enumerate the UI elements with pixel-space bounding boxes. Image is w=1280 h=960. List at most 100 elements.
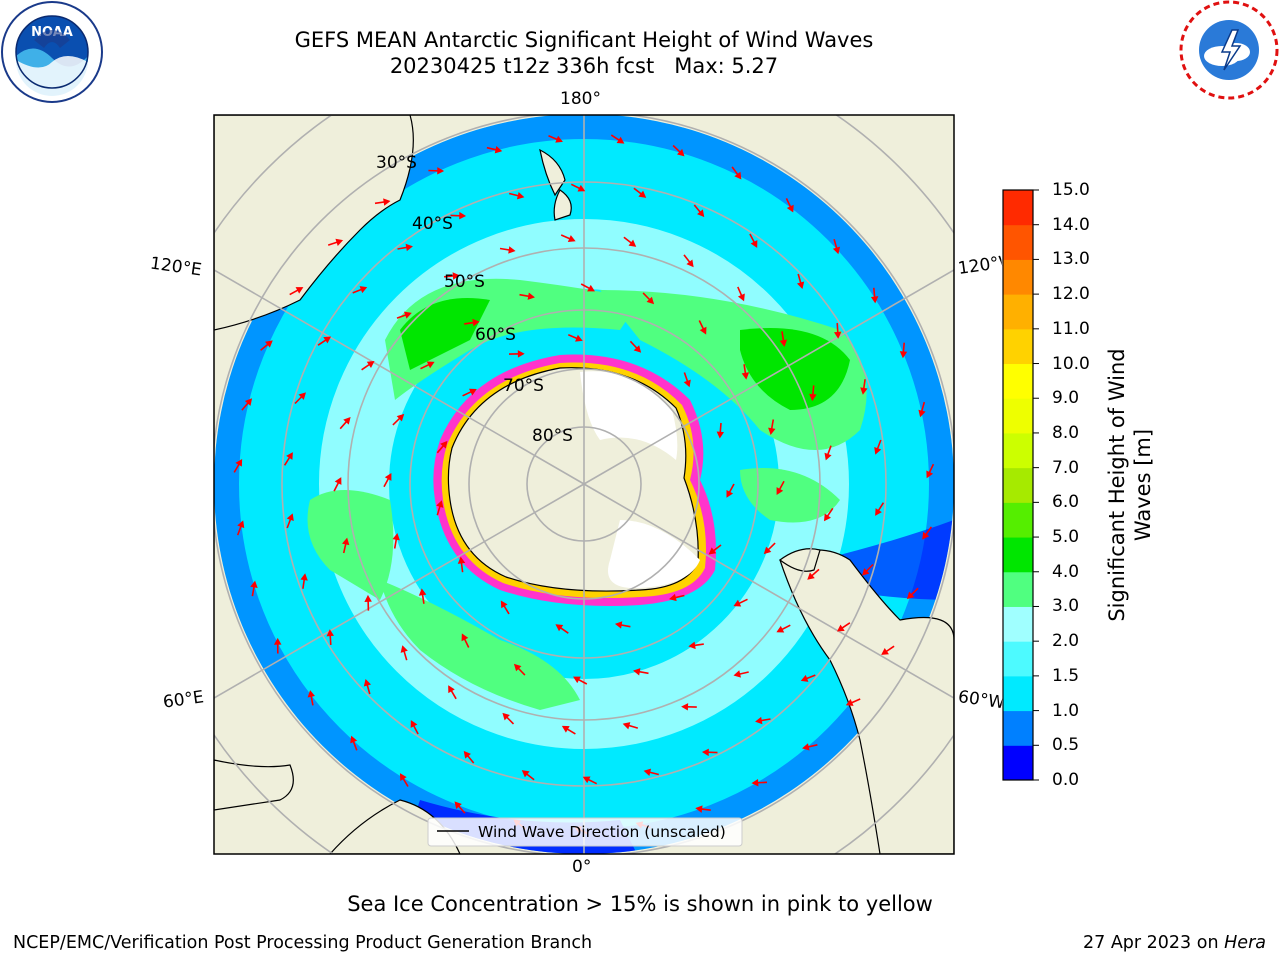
wave-arrow-head xyxy=(300,573,308,581)
wave-arrow-head xyxy=(695,805,703,813)
colorbar-segment xyxy=(1003,571,1033,607)
wave-arrow-head xyxy=(796,281,805,289)
wave-arrow-head xyxy=(392,533,400,541)
wave-arrow-head xyxy=(298,392,306,400)
colorbar-tick-label: 0.0 xyxy=(1052,770,1080,790)
footer-credit: NCEP/EMC/Verification Post Processing Pr… xyxy=(13,933,593,953)
colorbar-segment xyxy=(1003,745,1033,781)
wave-arrow-head xyxy=(575,334,583,342)
wave-arrow-head xyxy=(527,292,535,300)
wave-arrow-head xyxy=(734,171,742,180)
wave-arrow-head xyxy=(751,779,759,787)
wave-arrow-head xyxy=(699,326,707,335)
wave-arrow-head xyxy=(396,413,405,422)
wave-arrow-head xyxy=(860,387,868,395)
wave-arrow-head xyxy=(733,599,742,607)
wave-arrow-head xyxy=(561,725,570,733)
wave-arrow-head xyxy=(926,470,934,479)
wave-arrow-head xyxy=(555,135,563,143)
wave-arrow-head xyxy=(836,624,845,632)
wave-arrow-head xyxy=(622,722,631,730)
colorbar-tick-label: 2.0 xyxy=(1052,631,1080,652)
colorbar-segment xyxy=(1003,294,1033,330)
wave-arrow-head xyxy=(555,624,564,632)
wave-arrow-head xyxy=(776,487,784,495)
wave-arrow-head xyxy=(405,243,413,252)
colorbar-segment xyxy=(1003,224,1033,260)
wave-arrow-head xyxy=(307,690,315,698)
wave-arrow-head xyxy=(802,743,810,751)
graticule xyxy=(214,115,954,854)
wave-patch-w xyxy=(307,490,394,600)
lon-label-bottom: 0° xyxy=(572,857,592,877)
wave-arrow-head xyxy=(697,209,705,218)
lat-label-50: 50°S xyxy=(444,272,485,292)
wave-arrow-head xyxy=(454,801,462,809)
wave-arrow-head xyxy=(726,489,734,498)
wave-arrow-head xyxy=(824,452,832,461)
wave-arrow-head xyxy=(521,770,530,778)
wave-arrow-head xyxy=(862,568,870,576)
wave-arrow-head xyxy=(459,211,467,220)
wave-arrow-head xyxy=(359,286,368,294)
wave-arrow-head xyxy=(516,191,525,200)
wave-patch-sw xyxy=(380,580,580,710)
wave-arrow-head xyxy=(235,458,243,467)
wave-arrow-head xyxy=(383,198,391,206)
australia-land xyxy=(214,115,414,331)
wave-arrow-head xyxy=(463,750,471,759)
wave-arrow-head xyxy=(638,190,647,198)
wave-arrow-head xyxy=(366,360,375,368)
antarctic-ice-shelf xyxy=(580,371,678,460)
wave-arrow-head xyxy=(875,508,882,516)
wave-arrow-head xyxy=(741,372,750,380)
colorbar-tick-label: 0.5 xyxy=(1052,735,1080,756)
wave-arrow-head xyxy=(410,720,418,728)
chart-title: GEFS MEAN Antarctic Significant Height o… xyxy=(294,28,874,52)
lon-label-top: 180° xyxy=(560,89,601,109)
wave-arrow-head xyxy=(418,588,427,596)
wave-arrow-head xyxy=(701,748,709,757)
footer-date-text: 27 Apr 2023 on xyxy=(1082,933,1219,953)
chart-subtitle: 20230425 t12z 336h fcst Max: 5.27 xyxy=(389,54,779,78)
wave-arrow-head xyxy=(457,556,466,564)
wave-arrow-head xyxy=(733,670,741,678)
wave-arrow-head xyxy=(363,679,372,687)
wave-arrow-head xyxy=(350,735,358,744)
colorbar-segment xyxy=(1003,363,1033,399)
colorbar-tick-label: 1.0 xyxy=(1052,700,1080,721)
colorbar-segment xyxy=(1003,398,1033,434)
wave-arrow-head xyxy=(265,340,273,348)
wave-arrow-head xyxy=(244,398,253,406)
wave-arrow-head xyxy=(750,240,758,248)
wave-patch-ne-core xyxy=(740,328,850,410)
footer-date: 27 Apr 2023 on Hera xyxy=(1083,932,1266,954)
wave-arrow-head xyxy=(502,712,510,721)
wave-arrow-head xyxy=(809,393,817,402)
wave-arrow-head xyxy=(845,699,854,706)
colorbar-segment xyxy=(1003,328,1033,365)
colorbar-segment xyxy=(1003,675,1033,712)
wave-arrow-head xyxy=(899,351,908,359)
wave-arrow-head xyxy=(577,184,586,192)
wave-arrow-head xyxy=(517,350,525,358)
wave-arrow-head xyxy=(683,379,691,388)
wave-arrow-head xyxy=(776,625,785,633)
colorbar xyxy=(1002,189,1039,781)
wave-arrow-head xyxy=(426,361,435,369)
colorbar-tick-label: 6.0 xyxy=(1052,492,1080,513)
wave-arrow-head xyxy=(616,136,625,144)
wave-arrow-head xyxy=(614,621,623,629)
colorbar-label: Significant Height of Wind Waves [m] xyxy=(1105,348,1155,622)
colorbar-tick-label: 5.0 xyxy=(1052,527,1080,548)
wave-arrow-head xyxy=(800,674,809,682)
wave-arrow-head xyxy=(335,238,344,246)
lat-label-40: 40°S xyxy=(412,214,453,234)
wave-arrow-head xyxy=(573,676,581,684)
colorbar-tick-label: 12.0 xyxy=(1052,284,1090,305)
lat-label-70: 70°S xyxy=(503,376,544,396)
lat-label-80: 80°S xyxy=(532,426,573,446)
wave-arrow-head xyxy=(273,637,282,645)
noaa-logo: NOAA xyxy=(1,1,103,103)
